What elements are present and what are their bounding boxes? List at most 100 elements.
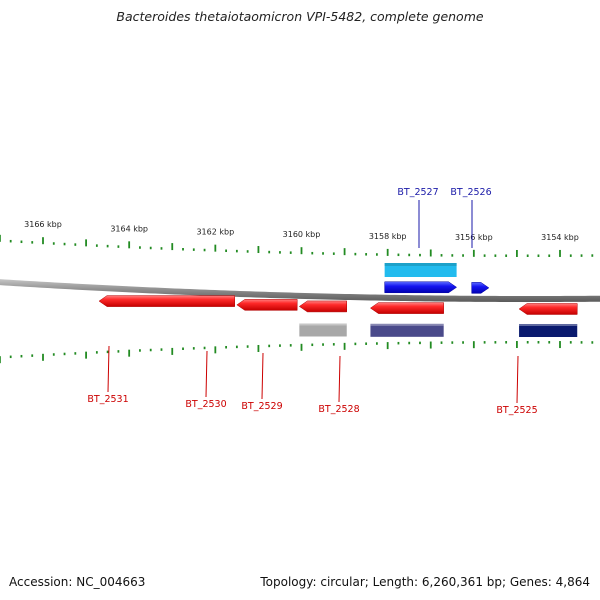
genome-backbone: [0, 279, 600, 302]
scale-tick-major: [128, 241, 131, 249]
scale-tick-minor: [375, 342, 378, 345]
scale-tick-minor: [203, 346, 206, 350]
gene-label-leader: [338, 355, 341, 403]
scale-tick-major: [85, 351, 87, 359]
scale-tick-minor: [462, 341, 464, 344]
scale-tick-minor: [268, 250, 271, 254]
scale-tick-minor: [192, 347, 195, 350]
scale-tick-minor: [95, 244, 98, 247]
scale-tick-minor: [526, 254, 529, 257]
gene-arrow-bt-2526[interactable]: [471, 282, 490, 294]
scale-tick-minor: [537, 341, 540, 344]
scale-tick-minor: [235, 249, 238, 253]
scale-tick-major: [343, 342, 346, 350]
scale-tick-minor: [9, 355, 12, 359]
scale-tick-minor: [95, 351, 98, 354]
gene-label-bt-2531[interactable]: BT_2531: [87, 394, 128, 405]
scale-tick-minor: [483, 254, 486, 257]
scale-tick-minor: [332, 343, 335, 346]
gene-arrow-bt-2529[interactable]: [298, 300, 347, 313]
scale-tick-minor: [63, 352, 66, 356]
scale-tick-minor: [160, 348, 163, 351]
gene-arrow-bt-2531[interactable]: [98, 295, 235, 307]
feature-box-bt-2525: [519, 323, 578, 337]
scale-tick-minor: [322, 343, 324, 346]
scale-tick-minor: [225, 345, 228, 349]
scale-tick-minor: [483, 341, 486, 344]
scale-tick-minor: [9, 239, 12, 243]
scale-tick-minor: [591, 254, 594, 257]
scale-tick-major: [0, 356, 1, 364]
feature-box-bt-2527: [384, 263, 457, 277]
scale-tick-major: [128, 349, 131, 357]
scale-tick-minor: [375, 253, 378, 256]
scale-tick-major: [472, 341, 475, 349]
scale-tick-minor: [440, 254, 443, 257]
feature-box-highlight: [299, 323, 347, 326]
scale-tick-minor: [569, 254, 572, 257]
gene-label-bt-2527[interactable]: BT_2527: [397, 187, 438, 198]
scale-tick-major: [386, 342, 389, 350]
scale-tick-minor: [569, 341, 572, 344]
gene-label-leader: [516, 355, 519, 404]
scale-tick-major: [343, 248, 346, 256]
scale-tick-minor: [117, 350, 120, 353]
scale-tick-minor: [419, 253, 421, 257]
scale-tick-minor: [494, 254, 497, 257]
scale-tick-minor: [440, 341, 443, 344]
gene-arrow-bt-2525[interactable]: [518, 303, 578, 315]
scale-tick-major: [42, 237, 44, 245]
gene-label-bt-2528[interactable]: BT_2528: [318, 404, 359, 415]
feature-box-bt-2528: [370, 323, 444, 337]
scale-tick-minor: [182, 347, 184, 351]
gene-label-leader: [205, 350, 208, 398]
scale-tick-major: [559, 249, 561, 257]
gene-labels: BT_2531 BT_2530 BT_2529 BT_2528 BT_2525 BT_25…: [87, 187, 537, 416]
gene-label-bt-2530[interactable]: BT_2530: [185, 399, 226, 410]
scale-tick-minor: [451, 341, 454, 344]
scale-tick-minor: [537, 254, 540, 257]
feature-box-highlight: [519, 323, 578, 326]
scale-tick-major: [429, 249, 432, 257]
feature-box-bt-2529: [299, 323, 347, 337]
gene-label-bt-2525[interactable]: BT_2525: [496, 405, 537, 416]
gene-label-bt-2529[interactable]: BT_2529: [241, 401, 282, 412]
scale-tick-major: [300, 343, 303, 351]
gene-arrow-bt-2527[interactable]: [384, 281, 458, 294]
scale-tick-minor: [246, 345, 249, 348]
scale-tick-minor: [235, 345, 238, 349]
scale-tick-minor: [182, 247, 184, 251]
scale-tick-major: [171, 243, 174, 251]
scale-tick-major: [300, 247, 303, 255]
scale-ticks: 3166 kbp 3164 kbp 3162 kbp 3160 kbp 3158 kbp…: [0, 220, 594, 364]
scale-tick-minor: [397, 253, 400, 257]
scale-tick-minor: [74, 243, 77, 246]
gene-arrow-bt-2528[interactable]: [369, 302, 444, 314]
scale-tick-minor: [279, 251, 281, 254]
scale-tick-minor: [31, 241, 34, 244]
scale-tick-minor: [494, 341, 497, 344]
scale-tick-minor: [505, 341, 508, 344]
topology-text: Topology: circular; Length: 6,260,361 bp…: [260, 575, 590, 589]
gene-arrow-bt-2530[interactable]: [236, 299, 298, 311]
scale-tick-minor: [139, 246, 141, 249]
scale-tick-major: [257, 344, 260, 352]
scale-tick-minor: [63, 242, 66, 246]
scale-tick-minor: [192, 248, 195, 251]
scale-tick-minor: [20, 240, 23, 244]
scale-tick-minor: [505, 254, 508, 257]
scale-tick-minor: [289, 344, 292, 347]
scale-tick-minor: [580, 254, 583, 257]
scale-tick-minor: [354, 252, 357, 256]
scale-label: 3156 kbp: [455, 233, 493, 242]
scale-tick-minor: [354, 342, 357, 346]
scale-tick-major: [429, 341, 432, 349]
scale-tick-major: [0, 234, 1, 242]
scale-tick-minor: [365, 342, 368, 345]
gene-label-bt-2526[interactable]: BT_2526: [450, 187, 491, 198]
scale-tick-major: [171, 347, 174, 355]
scale-tick-minor: [548, 341, 551, 344]
scale-tick-minor: [279, 344, 281, 347]
scale-tick-minor: [548, 254, 551, 257]
